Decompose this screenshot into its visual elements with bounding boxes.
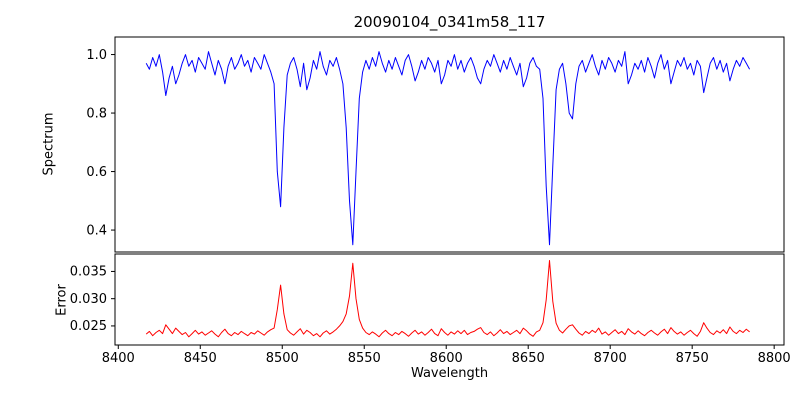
xtick-label: 8800 [758,351,791,366]
spectrum-axes-frame [114,36,785,253]
spectrum-axes-background [115,37,784,252]
chart-title: 20090104_0341m58_117 [353,13,546,31]
error-line [145,260,750,338]
spectrum-ytick-label: 0.4 [86,223,107,238]
error-ytick-label: 0.035 [70,265,107,280]
spectrum-y-axis-label: Spectrum [41,112,57,176]
xtick-label: 8400 [102,351,135,366]
xtick-label: 8650 [512,351,545,366]
error-ytick-label: 0.025 [70,319,107,334]
error-axes-frame [114,253,785,346]
error-axes-background [115,254,784,345]
xtick-label: 8750 [676,351,709,366]
xtick-label: 8500 [266,351,299,366]
xtick-label: 8550 [348,351,381,366]
spectrum-ytick-label: 1.0 [86,48,107,63]
x-axis-label: Wavelength [410,366,489,381]
xtick-label: 8450 [184,351,217,366]
spectrum-ytick-label: 0.8 [86,106,107,121]
error-y-axis-label: Error [54,284,70,316]
spectrum-line [145,51,751,246]
xtick-label: 8700 [594,351,627,366]
xtick-label: 8600 [430,351,463,366]
spectrum-ytick-label: 0.6 [86,165,107,180]
error-ytick-label: 0.030 [70,292,107,307]
